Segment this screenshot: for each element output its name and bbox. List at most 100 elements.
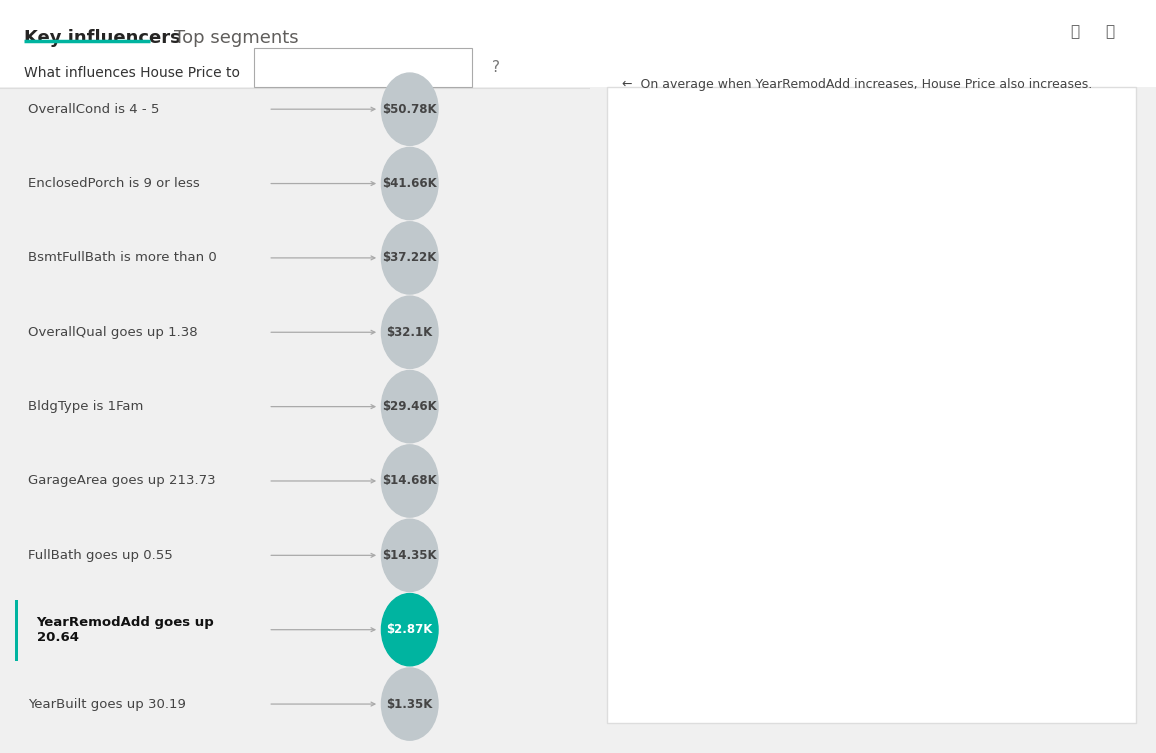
Text: $50.78K: $50.78K [383, 102, 437, 116]
Point [832, 561, 851, 573]
Point [1059, 425, 1077, 437]
Point [1072, 410, 1090, 422]
Point [738, 617, 756, 629]
Point [971, 483, 990, 495]
Point [920, 514, 939, 526]
FancyBboxPatch shape [253, 48, 472, 87]
Text: $14.68K: $14.68K [383, 474, 437, 487]
Text: Top segments: Top segments [173, 29, 298, 47]
Point [882, 532, 901, 544]
Point [990, 474, 1008, 486]
Point [995, 477, 1014, 489]
Point [712, 601, 731, 613]
Text: $1.35K: $1.35K [386, 697, 434, 711]
Text: $41.66K: $41.66K [383, 177, 437, 190]
Text: ?: ? [492, 60, 501, 75]
Point [719, 619, 738, 631]
Point [732, 614, 750, 626]
Point [750, 610, 769, 622]
Circle shape [381, 370, 438, 443]
Text: What influences House Price to: What influences House Price to [23, 66, 239, 81]
Point [788, 577, 807, 589]
Text: 👍: 👍 [1070, 24, 1080, 39]
Text: YearBuilt goes up 30.19: YearBuilt goes up 30.19 [28, 697, 186, 711]
Point [914, 511, 933, 523]
Point [869, 534, 888, 546]
Point [977, 492, 995, 505]
Text: $29.46K: $29.46K [383, 400, 437, 413]
Point [820, 559, 838, 571]
Point [1065, 419, 1083, 431]
Point [958, 495, 977, 508]
Circle shape [381, 222, 438, 294]
Point [939, 501, 957, 514]
Point [769, 595, 787, 607]
Point [807, 565, 825, 577]
Text: BsmtFullBath is more than 0: BsmtFullBath is more than 0 [28, 252, 217, 264]
Point [1077, 311, 1096, 323]
Point [964, 486, 983, 498]
Point [851, 541, 869, 553]
Point [946, 498, 964, 510]
Point [756, 601, 775, 613]
Text: OverallCond is 4 - 5: OverallCond is 4 - 5 [28, 102, 160, 116]
Point [983, 480, 1001, 492]
Text: OverallQual goes up 1.38: OverallQual goes up 1.38 [28, 326, 198, 339]
Circle shape [381, 520, 438, 592]
Circle shape [381, 73, 438, 145]
Point [1028, 456, 1046, 468]
Point [895, 520, 913, 532]
Point [907, 516, 926, 528]
Text: ←  On average when YearRemodAdd increases, House Price also increases.: ← On average when YearRemodAdd increases… [622, 78, 1092, 91]
Point [776, 583, 794, 595]
Circle shape [381, 296, 438, 368]
Point [864, 547, 882, 559]
Point [1090, 184, 1109, 197]
Point [1046, 432, 1065, 444]
Text: YearRemodAdd goes up
20.64: YearRemodAdd goes up 20.64 [37, 616, 214, 644]
Text: FullBath goes up 0.55: FullBath goes up 0.55 [28, 549, 173, 562]
Point [845, 547, 864, 559]
Point [712, 632, 731, 644]
Point [889, 523, 907, 535]
Text: GarageArea goes up 213.73: GarageArea goes up 213.73 [28, 474, 216, 487]
Point [825, 556, 844, 568]
FancyBboxPatch shape [15, 599, 18, 661]
Point [876, 529, 895, 541]
Text: $14.35K: $14.35K [383, 549, 437, 562]
Point [1052, 428, 1070, 441]
Point [1021, 462, 1039, 474]
Point [1002, 468, 1021, 480]
Point [926, 505, 944, 517]
Point [933, 529, 951, 541]
Point [858, 538, 876, 550]
Circle shape [381, 668, 438, 740]
Point [838, 552, 857, 564]
Text: $32.1K: $32.1K [386, 326, 432, 339]
Circle shape [381, 148, 438, 220]
Text: BldgType is 1Fam: BldgType is 1Fam [28, 400, 143, 413]
Point [794, 570, 813, 582]
Text: $37.22K: $37.22K [383, 252, 437, 264]
X-axis label: YearRemodAdd: YearRemodAdd [851, 691, 951, 704]
Point [1040, 437, 1059, 450]
Text: EnclosedPorch is 9 or less: EnclosedPorch is 9 or less [28, 177, 200, 190]
Point [801, 574, 820, 586]
Y-axis label: Average of SalePrice: Average of SalePrice [625, 342, 638, 479]
Text: ⌄: ⌄ [443, 61, 454, 75]
Point [781, 588, 800, 600]
Point [1084, 338, 1103, 350]
Point [1033, 447, 1052, 459]
Text: 👎: 👎 [1105, 24, 1114, 39]
Point [813, 568, 831, 580]
Circle shape [381, 445, 438, 517]
Point [743, 606, 762, 618]
Text: Increase: Increase [272, 61, 329, 75]
Point [1008, 474, 1027, 486]
Circle shape [381, 593, 438, 666]
Point [725, 628, 743, 640]
Text: Key influencers: Key influencers [23, 29, 180, 47]
Point [951, 492, 970, 505]
Point [1015, 465, 1033, 477]
Text: $2.87K: $2.87K [386, 623, 434, 636]
